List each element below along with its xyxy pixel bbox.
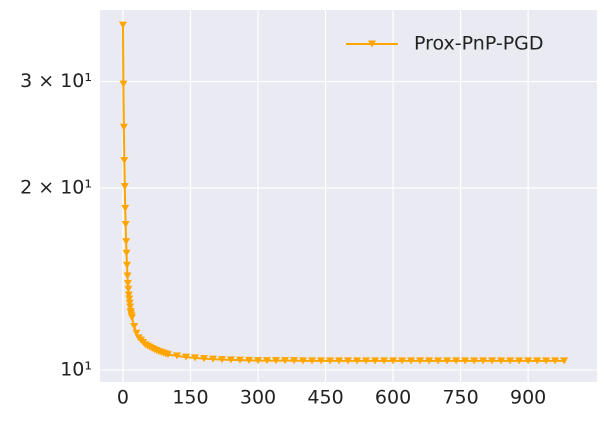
marker [254,357,263,365]
plot-area [100,10,597,382]
marker [208,355,217,363]
marker [326,357,335,365]
marker [560,357,569,365]
marker [132,329,141,337]
marker [123,272,132,280]
marker [122,249,131,257]
marker [119,123,128,131]
marker [125,295,134,303]
legend-label: Prox-PnP-PGD [414,33,544,55]
marker [317,357,326,365]
marker [452,357,461,365]
marker [362,357,371,365]
marker [335,357,344,365]
marker [127,314,136,322]
marker [263,357,272,365]
marker [120,183,129,191]
marker [199,355,208,363]
marker [533,357,542,365]
marker [434,357,443,365]
marker [497,357,506,365]
marker [190,354,199,362]
marker [163,351,172,359]
marker [470,357,479,365]
x-tick-label: 300 [240,387,276,409]
marker [524,357,533,365]
y-tick-label: 10¹ [60,358,92,380]
marker [122,238,131,246]
marker [236,356,245,364]
marker [217,356,226,364]
x-tick-label: 150 [172,387,208,409]
marker [443,357,452,365]
marker [126,303,135,311]
marker [308,357,317,365]
x-tick-label: 450 [307,387,343,409]
marker [118,21,127,29]
marker [461,357,470,365]
x-tick-label: 600 [375,387,411,409]
marker [371,357,380,365]
marker [380,357,389,365]
x-tick-label: 0 [117,387,129,409]
marker [281,357,290,365]
marker [398,357,407,365]
marker [181,353,190,361]
marker [272,357,281,365]
marker [121,221,130,229]
marker [551,357,560,365]
marker [479,357,488,365]
marker [124,291,133,299]
marker [353,357,362,365]
marker [425,357,434,365]
marker [172,352,181,360]
marker [542,357,551,365]
marker [344,357,353,365]
marker [407,357,416,365]
marker [515,357,524,365]
marker [130,322,139,330]
legend-marker [368,40,376,48]
marker [121,204,130,212]
marker [123,279,132,287]
y-tick-label: 2 × 10¹ [20,176,92,198]
marker [227,356,236,364]
marker [123,261,132,269]
marker [120,157,129,165]
marker [119,80,128,88]
marker [416,357,425,365]
marker [125,299,134,307]
marker [506,357,515,365]
x-tick-label: 750 [442,387,478,409]
marker [124,285,133,293]
y-tick-label: 3 × 10¹ [20,70,92,92]
marker [290,357,299,365]
marker [488,357,497,365]
marker [245,356,254,364]
marker [299,357,308,365]
x-tick-label: 900 [510,387,546,409]
marker [389,357,398,365]
